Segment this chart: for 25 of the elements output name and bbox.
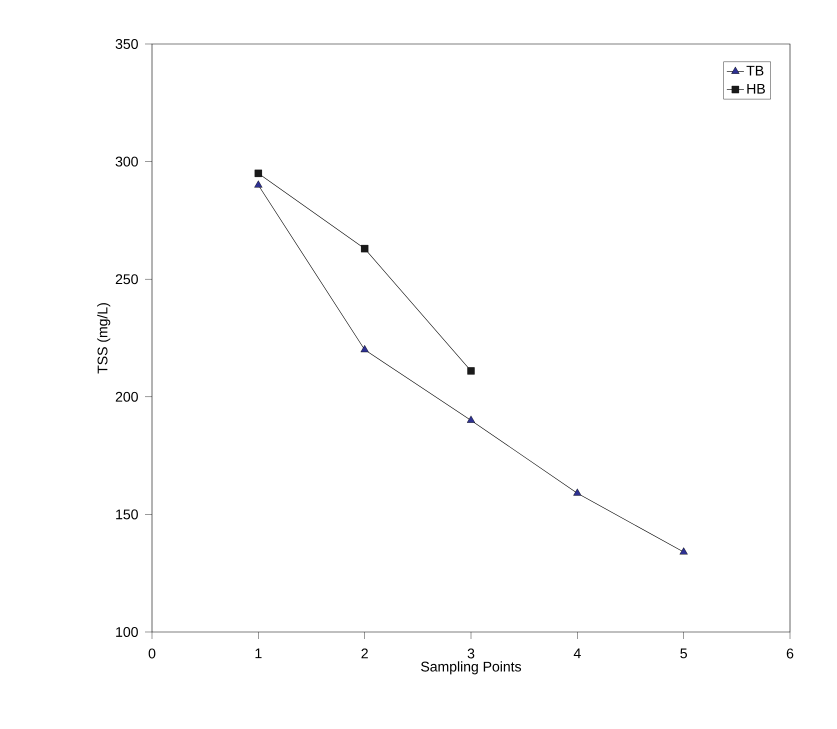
x-tick-label: 6: [786, 648, 794, 658]
x-tick-label: 3: [468, 648, 474, 658]
y-tick-label: 250: [116, 274, 138, 284]
point: [573, 488, 582, 496]
y-tick-label: 150: [116, 509, 138, 520]
legend-label: TB: [746, 66, 764, 76]
y-tick-label: 300: [116, 156, 138, 167]
x-tick-label: 1: [256, 648, 262, 658]
x-tick-label: 4: [574, 648, 581, 658]
point: [467, 367, 475, 375]
legend-label: HB: [747, 84, 765, 94]
y-tick-label: 200: [116, 392, 138, 402]
point: [466, 416, 476, 423]
point: [254, 170, 262, 178]
point: [680, 547, 688, 554]
x-tick-label: 0: [148, 648, 156, 658]
x-axis-title: Sampling Points: [421, 661, 522, 674]
point: [360, 345, 369, 352]
point: [254, 180, 262, 188]
point: [360, 244, 368, 252]
y-tick-label: 350: [116, 39, 138, 49]
x-tick-label: 2: [361, 648, 368, 658]
y-axis-title: TSS (mg/L): [97, 303, 110, 374]
x-tick-label: 5: [680, 648, 687, 658]
y-tick-label: 100: [116, 627, 138, 637]
